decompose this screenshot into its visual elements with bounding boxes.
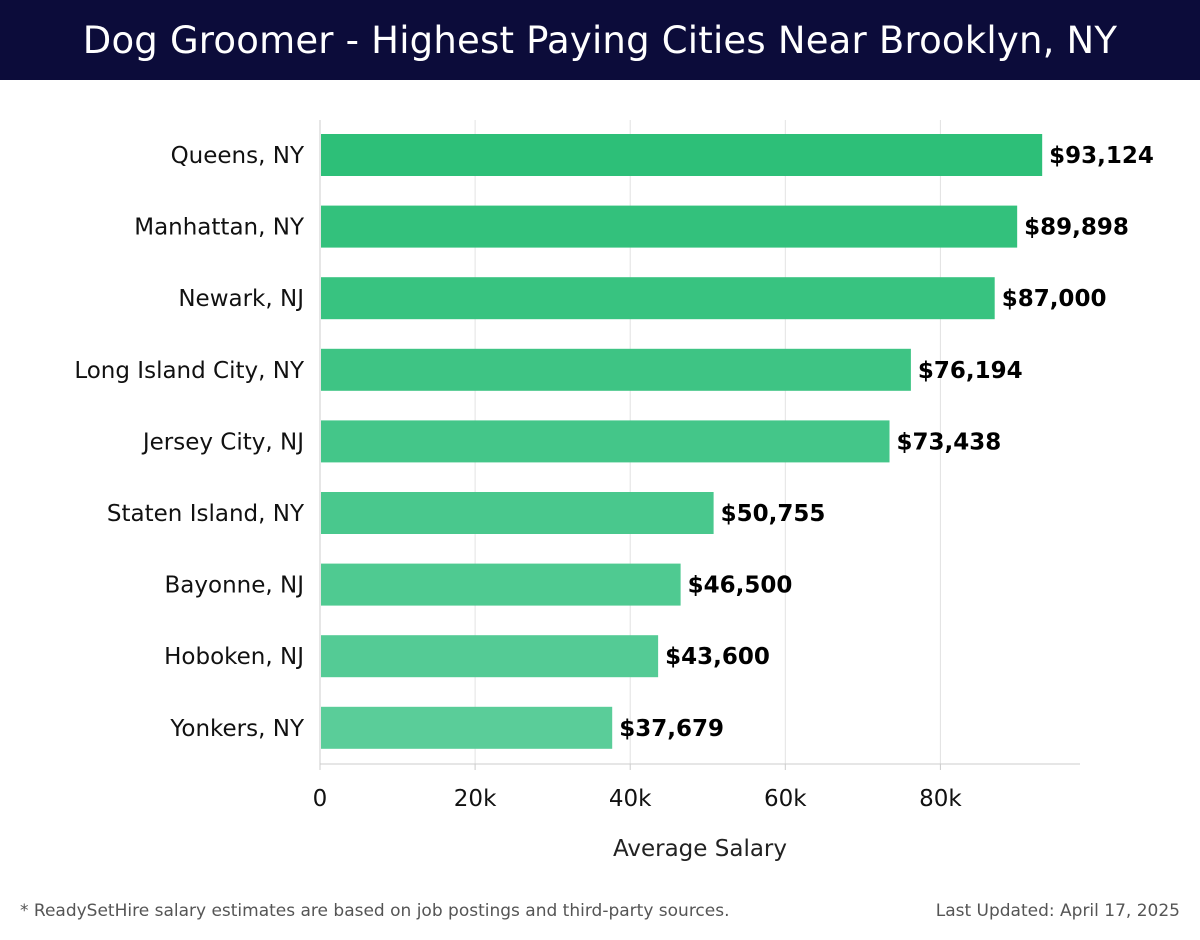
category-label: Manhattan, NY [134, 215, 305, 241]
category-label: Bayonne, NJ [165, 573, 304, 599]
value-label: $46,500 [688, 573, 793, 599]
bar [321, 277, 995, 320]
x-axis-label: Average Salary [613, 836, 787, 862]
value-label: $93,124 [1049, 143, 1154, 169]
value-label: $73,438 [897, 429, 1002, 455]
value-label: $89,898 [1024, 215, 1129, 241]
x-tick-label: 20k [454, 786, 497, 812]
x-tick-label: 60k [764, 786, 807, 812]
x-tick-label: 40k [609, 786, 652, 812]
category-label: Long Island City, NY [74, 358, 305, 384]
bar [321, 706, 613, 749]
value-label: $43,600 [665, 644, 770, 670]
value-label: $87,000 [1002, 286, 1107, 312]
category-label: Staten Island, NY [107, 501, 305, 527]
chart-header: Dog Groomer - Highest Paying Cities Near… [0, 0, 1200, 80]
x-tick-label: 80k [919, 786, 962, 812]
x-tick-label: 0 [313, 786, 328, 812]
bar [321, 492, 714, 534]
bar [321, 635, 659, 678]
value-label: $50,755 [721, 501, 826, 527]
last-updated: Last Updated: April 17, 2025 [935, 901, 1180, 921]
category-label: Yonkers, NY [169, 716, 305, 742]
bar [321, 563, 681, 606]
bar [321, 134, 1043, 176]
salary-bar-chart: 0 20k 40k 60k 80k Average Salary Queens, NY $93… [74, 120, 1154, 862]
value-label: $76,194 [918, 358, 1023, 384]
category-label: Jersey City, NJ [141, 429, 304, 455]
value-label: $37,679 [619, 716, 724, 742]
footer-note: * ReadySetHire salary estimates are base… [20, 901, 730, 921]
bar [321, 420, 890, 463]
bar [321, 205, 1018, 248]
category-label: Newark, NJ [178, 286, 304, 312]
category-label: Hoboken, NJ [164, 644, 304, 670]
bar [321, 348, 911, 391]
chart-title: Dog Groomer - Highest Paying Cities Near… [82, 18, 1118, 62]
category-label: Queens, NY [171, 143, 305, 169]
